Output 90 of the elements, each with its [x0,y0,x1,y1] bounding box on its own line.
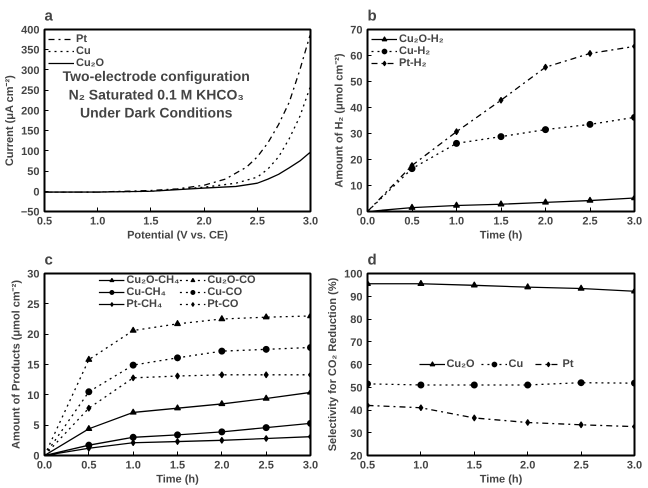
x-tick-label: 1.0 [126,460,141,472]
y-tick-label: 0 [33,186,40,198]
y-tick-label: 50 [350,382,363,394]
y-tick-label: 70 [350,336,363,349]
annotation: Under Dark Conditions [80,104,233,120]
y-tick-label: 150 [21,126,40,138]
y-tick-label: 400 [21,24,40,36]
y-tick-label: 90 [350,291,363,304]
y-tick-label: 30 [27,268,40,280]
chart-title: a [44,8,54,24]
chart-title: d [368,252,377,268]
x-tick-label: 2.0 [520,460,536,472]
x-tick-label: 2.0 [196,216,212,228]
legend-label: Pt-H₂ [399,57,426,69]
y-tick-label: 30 [350,128,363,140]
y-tick-label: 70 [350,24,363,36]
x-tick-label: 1.0 [90,216,106,228]
y-tick-label: 80 [350,314,363,326]
x-axis-title: Time (h) [156,474,200,486]
x-tick-label: 0.5 [404,216,420,228]
y-tick-label: 300 [21,64,40,77]
x-tick-label: 1.5 [493,216,509,228]
legend-label: Pt-CH₄ [126,298,162,310]
chart-title: b [368,8,377,24]
y-tick-label: 0 [33,450,40,462]
y-tick-label: 20 [27,329,40,342]
legend-label: Pt [562,358,575,370]
chart-title: c [44,252,53,268]
y-tick-label: 350 [21,44,40,57]
y-tick-label: 20 [350,154,363,166]
x-tick-label: 2.5 [258,460,274,472]
x-tick-label: 3.0 [302,216,318,228]
y-tick-label: 40 [350,102,363,114]
y-tick-label: 25 [27,298,40,311]
x-tick-label: 0.5 [360,460,376,472]
legend-label: Cu₂O-H₂ [399,33,444,45]
x-tick-label: 2.5 [573,460,589,472]
legend-label: Pt [76,33,88,45]
x-axis-title: Time (h) [480,230,523,242]
x-tick-label: 1.0 [413,460,429,472]
y-tick-label: 5 [33,420,40,432]
y-tick-label: −50 [20,206,40,218]
legend-label: Cu₂O [76,57,104,69]
legend-label: Cu₂O-CO [207,274,256,286]
y-tick-label: 100 [21,146,40,158]
y-tick-label: 200 [21,105,40,118]
x-tick-label: 0.0 [36,460,52,472]
legend-label: Cu-H₂ [399,45,430,57]
y-tick-label: 15 [27,360,40,372]
y-tick-label: 30 [350,428,363,440]
y-tick-label: 250 [21,85,40,98]
y-tick-label: 10 [350,180,363,192]
x-tick-label: 0.5 [36,216,52,228]
x-tick-label: 3.0 [302,460,318,472]
legend-label: Cu₂O-CH₄ [126,274,180,286]
x-axis-title: Time (h) [480,474,523,486]
y-tick-label: 0 [356,206,363,218]
legend-label: Cu [76,45,92,57]
x-tick-label: 0.0 [360,216,376,228]
x-tick-label: 1.5 [170,460,186,472]
y-tick-label: 40 [350,405,363,417]
y-tick-label: 100 [344,268,363,280]
y-tick-label: 60 [350,360,363,372]
x-tick-label: 3.0 [626,460,642,472]
x-tick-label: 1.5 [143,216,159,228]
annotation: Two-electrode configuration [62,68,250,84]
y-axis-title: Amount of H₂ (μmol cm⁻²) [333,53,346,188]
x-tick-label: 0.5 [81,460,96,472]
legend-label: Cu₂O [446,358,475,370]
legend-label: Pt-CO [207,298,238,310]
y-axis-title: Selectivity for CO₂ Reduction (%) [327,277,340,452]
y-tick-label: 50 [350,76,363,88]
legend-label: Cu-CO [207,286,242,298]
y-tick-label: 20 [350,450,363,462]
y-axis-title: Current (μA cm⁻²) [4,74,16,166]
y-tick-label: 60 [350,50,363,62]
x-tick-label: 3.0 [626,216,642,228]
x-tick-label: 2.5 [250,216,265,228]
x-tick-label: 1.0 [448,216,464,228]
x-tick-label: 2.5 [582,216,598,228]
x-tick-label: 2.0 [538,216,554,228]
y-tick-label: 50 [27,166,40,178]
legend-label: Cu [508,358,524,370]
y-tick-label: 10 [27,390,40,402]
annotation: N₂ Saturated 0.1 M KHCO₃ [68,86,244,102]
x-axis-title: Potential (V vs. CE) [127,230,228,242]
x-tick-label: 2.0 [214,460,230,472]
legend-label: Cu-CH₄ [126,286,166,298]
x-tick-label: 1.5 [466,460,482,472]
y-axis-title: Amount of Products (μmol cm⁻²) [10,280,22,449]
